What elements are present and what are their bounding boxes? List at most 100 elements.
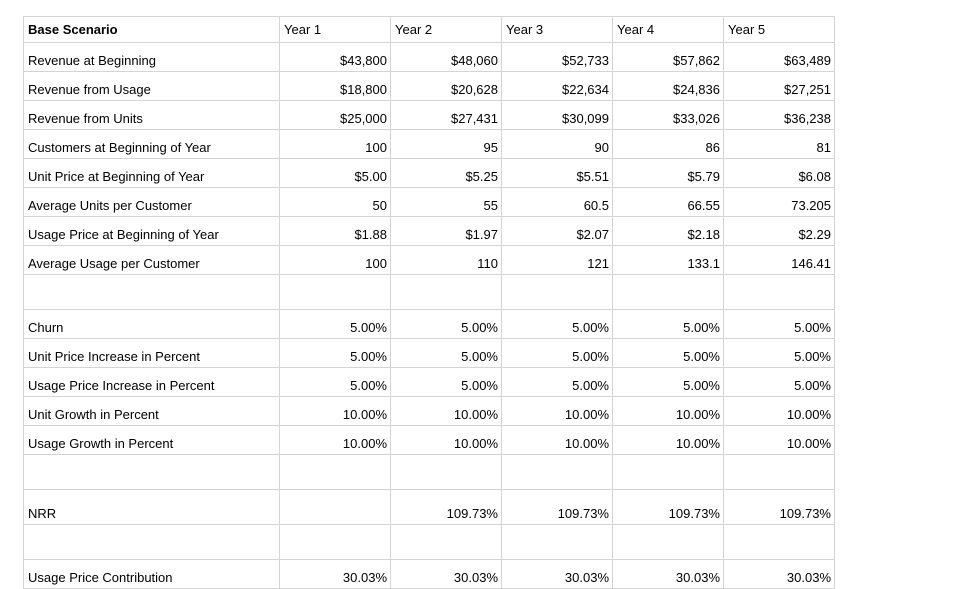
table-cell[interactable]: 5.00% [612, 338, 724, 368]
empty-cell[interactable] [23, 454, 280, 490]
table-cell[interactable]: 110 [390, 245, 502, 275]
table-cell[interactable]: 50 [279, 187, 391, 217]
table-cell[interactable]: 10.00% [501, 396, 613, 426]
table-cell[interactable]: 90 [501, 129, 613, 159]
row-label[interactable]: Average Units per Customer [23, 187, 280, 217]
empty-cell[interactable] [501, 454, 613, 490]
empty-cell[interactable] [612, 274, 724, 310]
empty-cell[interactable] [501, 274, 613, 310]
table-cell[interactable]: $6.08 [723, 158, 835, 188]
table-cell[interactable]: 5.00% [390, 309, 502, 339]
table-cell[interactable]: $1.88 [279, 216, 391, 246]
empty-cell[interactable] [723, 454, 835, 490]
table-cell[interactable]: $18,800 [279, 71, 391, 101]
empty-cell[interactable] [23, 524, 280, 560]
empty-cell[interactable] [723, 274, 835, 310]
table-cell[interactable]: 100 [279, 129, 391, 159]
table-cell[interactable]: $52,733 [501, 42, 613, 72]
table-cell[interactable] [279, 489, 391, 525]
table-cell[interactable]: $33,026 [612, 100, 724, 130]
year-header[interactable]: Year 2 [390, 16, 502, 43]
table-cell[interactable]: 30.03% [390, 559, 502, 589]
year-header[interactable]: Year 3 [501, 16, 613, 43]
table-cell[interactable]: 10.00% [612, 425, 724, 455]
table-cell[interactable]: 121 [501, 245, 613, 275]
table-cell[interactable]: $48,060 [390, 42, 502, 72]
table-cell[interactable]: 30.03% [612, 559, 724, 589]
table-cell[interactable]: 73.205 [723, 187, 835, 217]
table-cell[interactable]: $27,431 [390, 100, 502, 130]
table-cell[interactable]: 60.5 [501, 187, 613, 217]
table-cell[interactable]: 133.1 [612, 245, 724, 275]
empty-cell[interactable] [23, 274, 280, 310]
table-cell[interactable]: 81 [723, 129, 835, 159]
sheet-title[interactable]: Base Scenario [23, 16, 280, 43]
year-header[interactable]: Year 1 [279, 16, 391, 43]
table-cell[interactable]: 30.03% [723, 559, 835, 589]
table-cell[interactable]: $20,628 [390, 71, 502, 101]
table-cell[interactable]: 10.00% [612, 396, 724, 426]
table-cell[interactable]: 10.00% [390, 425, 502, 455]
empty-cell[interactable] [279, 524, 391, 560]
row-label[interactable]: Unit Price Increase in Percent [23, 338, 280, 368]
empty-cell[interactable] [390, 274, 502, 310]
table-cell[interactable]: 10.00% [279, 396, 391, 426]
row-label[interactable]: Usage Price Increase in Percent [23, 367, 280, 397]
row-label[interactable]: Revenue from Usage [23, 71, 280, 101]
row-label[interactable]: Average Usage per Customer [23, 245, 280, 275]
table-cell[interactable]: $27,251 [723, 71, 835, 101]
table-cell[interactable]: 55 [390, 187, 502, 217]
table-cell[interactable]: 109.73% [390, 489, 502, 525]
table-cell[interactable]: 109.73% [612, 489, 724, 525]
table-cell[interactable]: $2.29 [723, 216, 835, 246]
table-cell[interactable]: 30.03% [279, 559, 391, 589]
table-cell[interactable]: $63,489 [723, 42, 835, 72]
table-cell[interactable]: $5.25 [390, 158, 502, 188]
table-cell[interactable]: 109.73% [501, 489, 613, 525]
row-label[interactable]: Customers at Beginning of Year [23, 129, 280, 159]
year-header[interactable]: Year 4 [612, 16, 724, 43]
table-cell[interactable]: 5.00% [723, 367, 835, 397]
table-cell[interactable]: $22,634 [501, 71, 613, 101]
empty-cell[interactable] [501, 524, 613, 560]
table-cell[interactable]: 5.00% [279, 309, 391, 339]
row-label[interactable]: Unit Growth in Percent [23, 396, 280, 426]
table-cell[interactable]: 5.00% [390, 338, 502, 368]
table-cell[interactable]: $5.79 [612, 158, 724, 188]
table-cell[interactable]: 109.73% [723, 489, 835, 525]
table-cell[interactable]: 146.41 [723, 245, 835, 275]
empty-cell[interactable] [612, 454, 724, 490]
table-cell[interactable]: 10.00% [723, 425, 835, 455]
table-cell[interactable]: 95 [390, 129, 502, 159]
row-label[interactable]: NRR [23, 489, 280, 525]
table-cell[interactable]: $57,862 [612, 42, 724, 72]
table-cell[interactable]: 10.00% [501, 425, 613, 455]
table-cell[interactable]: 10.00% [390, 396, 502, 426]
table-cell[interactable]: 5.00% [612, 309, 724, 339]
table-cell[interactable]: $2.07 [501, 216, 613, 246]
table-cell[interactable]: 5.00% [501, 309, 613, 339]
year-header[interactable]: Year 5 [723, 16, 835, 43]
table-cell[interactable]: 5.00% [612, 367, 724, 397]
empty-cell[interactable] [279, 274, 391, 310]
row-label[interactable]: Usage Price Contribution [23, 559, 280, 589]
empty-cell[interactable] [390, 524, 502, 560]
table-cell[interactable]: 86 [612, 129, 724, 159]
row-label[interactable]: Usage Growth in Percent [23, 425, 280, 455]
row-label[interactable]: Revenue from Units [23, 100, 280, 130]
table-cell[interactable]: $25,000 [279, 100, 391, 130]
table-cell[interactable]: 66.55 [612, 187, 724, 217]
table-cell[interactable]: 100 [279, 245, 391, 275]
table-cell[interactable]: $5.51 [501, 158, 613, 188]
table-cell[interactable]: 10.00% [279, 425, 391, 455]
table-cell[interactable]: 30.03% [501, 559, 613, 589]
table-cell[interactable]: 5.00% [279, 338, 391, 368]
table-cell[interactable]: 5.00% [723, 309, 835, 339]
table-cell[interactable]: 5.00% [501, 367, 613, 397]
empty-cell[interactable] [279, 454, 391, 490]
table-cell[interactable]: $2.18 [612, 216, 724, 246]
row-label[interactable]: Usage Price at Beginning of Year [23, 216, 280, 246]
row-label[interactable]: Revenue at Beginning [23, 42, 280, 72]
row-label[interactable]: Churn [23, 309, 280, 339]
table-cell[interactable]: 5.00% [279, 367, 391, 397]
